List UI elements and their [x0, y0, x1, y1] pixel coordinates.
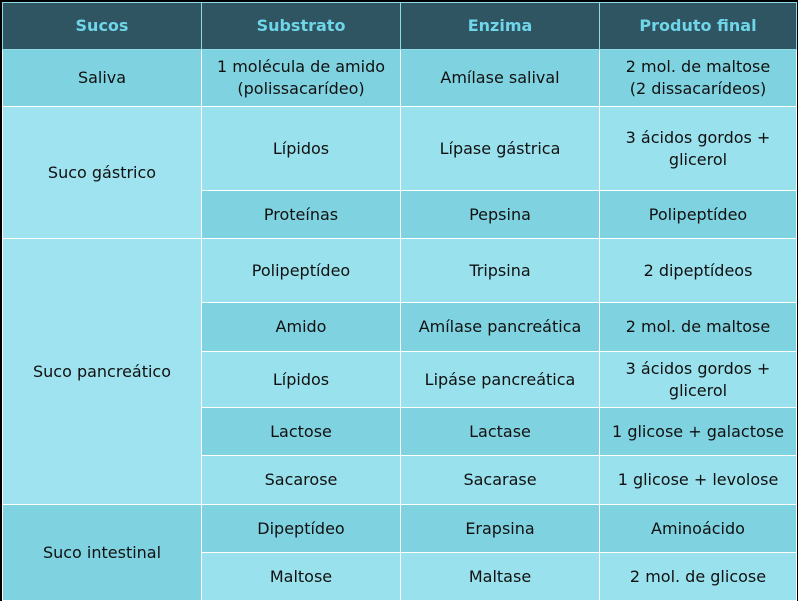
juice-cell-gastric: Suco gástrico: [2, 106, 202, 239]
substrate-cell: Amido: [201, 302, 401, 352]
product-cell: 2 mol. de maltose (2 dissacarídeos): [599, 49, 797, 107]
juice-cell-saliva: Saliva: [2, 49, 202, 107]
enzyme-cell: Pepsina: [400, 190, 600, 239]
substrate-cell: Lactose: [201, 407, 401, 456]
table-row: Lípidos Lipáse pancreática 3 ácidos gord…: [3, 351, 797, 408]
enzyme-cell: Sacarase: [400, 455, 600, 505]
enzyme-cell: Erapsina: [400, 504, 600, 553]
table-row: Lactose Lactase 1 glicose + galactose: [3, 407, 797, 456]
product-cell: Polipeptídeo: [599, 190, 797, 239]
substrate-cell: Polipeptídeo: [201, 238, 401, 303]
table-row: Suco gástrico Lípidos Lípase gástrica 3 …: [2, 106, 797, 239]
product-cell: 1 glicose + galactose: [599, 407, 797, 456]
substrate-cell: Sacarose: [201, 455, 401, 505]
enzyme-cell: Amílase salival: [400, 49, 600, 107]
table-row: Suco intestinal Dipeptídeo Erapsina Amin…: [2, 504, 797, 601]
enzyme-cell: Lipáse pancreática: [400, 351, 600, 408]
juice-cell-pancreatic: Suco pancreático: [2, 238, 202, 505]
table-row: Amido Amílase pancreática 2 mol. de malt…: [3, 302, 797, 352]
header-substrate: Substrato: [201, 2, 401, 50]
header-juices: Sucos: [2, 2, 202, 50]
table-row: Maltose Maltase 2 mol. de glicose: [3, 552, 797, 601]
juice-cell-intestinal: Suco intestinal: [2, 504, 202, 601]
product-cell: Aminoácido: [599, 504, 797, 553]
product-cell: 2 mol. de maltose: [599, 302, 797, 352]
enzyme-cell: Amílase pancreática: [400, 302, 600, 352]
substrate-cell: Lípidos: [201, 351, 401, 408]
product-cell: 1 glicose + levolose: [599, 455, 797, 505]
header-final-product: Produto final: [599, 2, 797, 50]
substrate-cell: Dipeptídeo: [201, 504, 401, 553]
header-enzyme: Enzima: [400, 2, 600, 50]
substrate-cell: Proteínas: [201, 190, 401, 239]
product-cell: 3 ácidos gordos + glicerol: [599, 106, 797, 191]
product-cell: 2 mol. de glicose: [599, 552, 797, 601]
table-row: Sacarose Sacarase 1 glicose + levolose: [3, 455, 797, 505]
header-row: Sucos Substrato Enzima Produto final: [2, 2, 797, 50]
product-cell: 3 ácidos gordos + glicerol: [599, 351, 797, 408]
substrate-cell: Maltose: [201, 552, 401, 601]
substrate-cell: Lípidos: [201, 106, 401, 191]
table-row: Saliva 1 molécula de amido (polissacaríd…: [2, 49, 797, 107]
enzyme-cell: Lípase gástrica: [400, 106, 600, 191]
product-cell: 2 dipeptídeos: [599, 238, 797, 303]
enzyme-cell: Lactase: [400, 407, 600, 456]
enzyme-cell: Maltase: [400, 552, 600, 601]
table-row: Proteínas Pepsina Polipeptídeo: [3, 190, 797, 239]
enzyme-cell: Tripsina: [400, 238, 600, 303]
table-row: Suco pancreático Polipeptídeo Tripsina 2…: [2, 238, 797, 505]
substrate-cell: 1 molécula de amido (polissacarídeo): [201, 49, 401, 107]
